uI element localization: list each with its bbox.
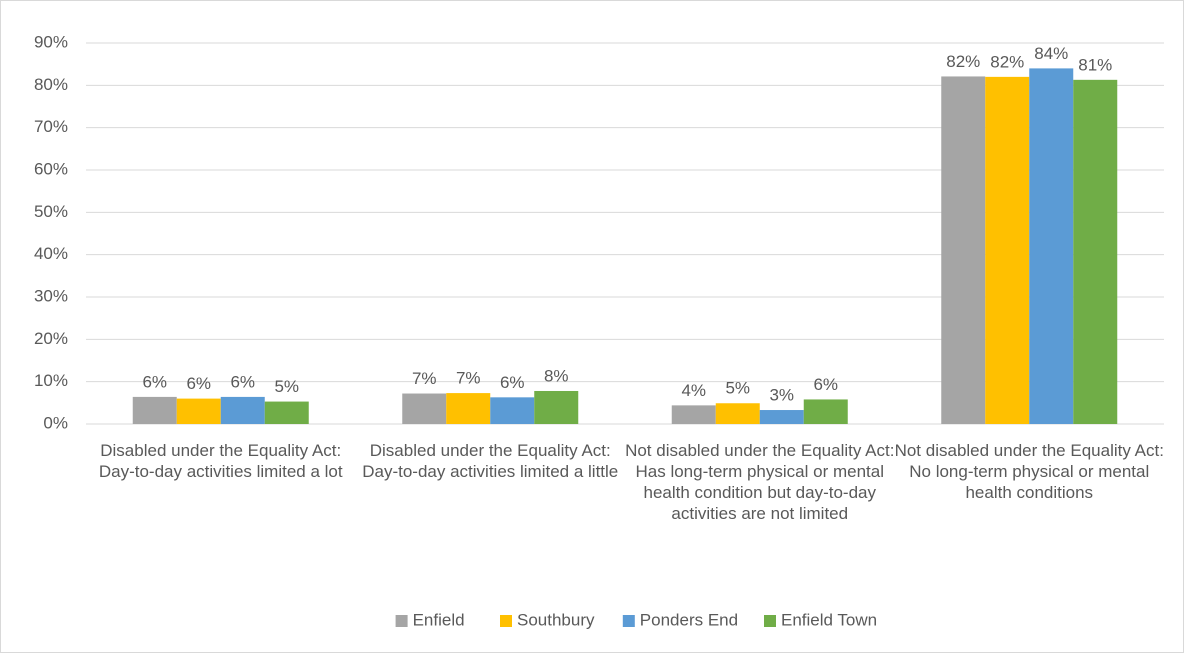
y-tick-label: 50% xyxy=(34,202,68,221)
y-tick-label: 90% xyxy=(34,32,68,51)
legend-label: Southbury xyxy=(517,610,595,629)
x-tick-label: Disabled under the Equality Act: Day-to-… xyxy=(98,441,343,481)
y-tick-label: 40% xyxy=(34,244,68,263)
bar xyxy=(446,393,491,424)
legend-swatch xyxy=(764,615,776,627)
data-label: 6% xyxy=(813,375,838,394)
bar xyxy=(402,393,447,424)
data-label: 5% xyxy=(725,379,750,398)
legend-swatch xyxy=(500,615,512,627)
bar xyxy=(715,403,760,424)
y-tick-label: 60% xyxy=(34,159,68,178)
bar xyxy=(264,401,309,424)
data-label: 4% xyxy=(681,381,706,400)
data-label: 82% xyxy=(990,52,1024,71)
y-tick-label: 30% xyxy=(34,286,68,305)
bar xyxy=(941,76,986,425)
data-label: 6% xyxy=(230,372,255,391)
data-label: 5% xyxy=(274,377,299,396)
bar xyxy=(1073,79,1118,424)
data-label: 84% xyxy=(1034,44,1068,63)
bar xyxy=(985,76,1030,424)
data-label: 6% xyxy=(500,373,525,392)
data-label: 3% xyxy=(769,386,794,405)
data-label: 6% xyxy=(186,374,211,393)
x-tick-label: Not disabled under the Equality Act: No … xyxy=(894,441,1164,502)
y-tick-label: 20% xyxy=(34,329,68,348)
y-tick-label: 70% xyxy=(34,117,68,136)
bar xyxy=(176,398,221,424)
data-label: 82% xyxy=(946,52,980,71)
legend-label: Ponders End xyxy=(640,610,738,629)
legend-label: Enfield Town xyxy=(781,610,877,629)
x-tick-label: Disabled under the Equality Act: Day-to-… xyxy=(362,441,619,481)
y-tick-label: 10% xyxy=(34,371,68,390)
legend-swatch xyxy=(395,615,408,627)
bar xyxy=(803,399,848,424)
bar xyxy=(759,410,804,424)
legend-swatch xyxy=(622,615,635,627)
data-label: 81% xyxy=(1078,55,1112,74)
data-label: 6% xyxy=(142,372,167,391)
bar xyxy=(1029,68,1074,425)
data-label: 7% xyxy=(456,369,481,388)
legend-label: Enfield xyxy=(413,610,465,629)
y-tick-label: 80% xyxy=(34,75,68,94)
data-label: 8% xyxy=(544,366,569,385)
bar xyxy=(671,405,716,424)
y-tick-label: 0% xyxy=(43,413,68,432)
data-label: 7% xyxy=(412,369,437,388)
x-tick-label: Not disabled under the Equality Act: Has… xyxy=(625,441,895,523)
bar xyxy=(490,397,535,424)
bar xyxy=(534,390,579,424)
bar xyxy=(220,396,265,424)
bar xyxy=(132,396,177,424)
